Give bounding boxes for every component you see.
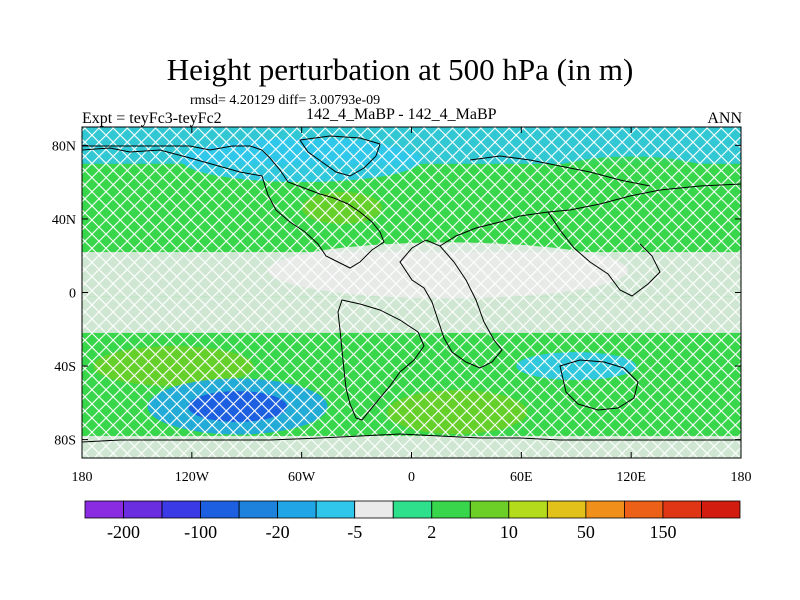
colorbar-label: -100 (184, 522, 217, 542)
lat-label: 80S (54, 434, 76, 449)
coastline-antarctica (82, 433, 741, 443)
latitude-axis: 80N 40N 0 40S 80S (52, 139, 741, 449)
colorbar-swatch (469, 500, 510, 519)
colorbar-swatch (354, 500, 394, 519)
lon-label: 180 (731, 470, 752, 485)
lon-label: 120W (175, 470, 210, 485)
lat-label: 40S (54, 360, 76, 375)
lat-label: 80N (52, 139, 76, 154)
coastline-eurasia-africa (399, 155, 741, 369)
case-label: 142_4_MaBP - 142_4_MaBP (306, 106, 497, 123)
rmsd-value: 4.20129 (229, 93, 275, 108)
colorbar-label: 10 (500, 522, 518, 542)
diff-value: 3.00793e-09 (309, 93, 381, 108)
lon-label: 60W (288, 470, 316, 485)
colorbar-swatch (585, 500, 625, 519)
colorbar-label: -200 (107, 522, 140, 542)
lat-label: 40N (52, 213, 76, 228)
contour-field (82, 127, 741, 458)
colorbar-label: -20 (266, 522, 290, 542)
colorbar: -200 -100 -20 -5 2 10 50 150 (84, 500, 741, 542)
colorbar-label: 2 (427, 522, 436, 542)
longitude-axis: 180 120W 60W 0 60E 120E 180 (72, 127, 752, 485)
lon-label: 0 (408, 470, 415, 485)
stats-line: rmsd= 4.20129 diff= 3.00793e-09 (190, 93, 380, 109)
colorbar-swatch (392, 500, 433, 519)
colorbar-swatch (161, 500, 201, 519)
colorbar-label: 50 (577, 522, 595, 542)
colorbar-swatch (662, 500, 702, 519)
coastline-south-america (337, 299, 425, 421)
colorbar-swatch (508, 500, 548, 519)
colorbar-swatch (200, 500, 240, 519)
lon-label: 60E (510, 470, 533, 485)
plot-title: Height perturbation at 500 hPa (in m) (166, 52, 634, 87)
colorbar-label: -5 (347, 522, 362, 542)
season-label: ANN (707, 110, 742, 127)
lon-label: 120E (616, 470, 646, 485)
rmsd-label: rmsd= (190, 93, 226, 108)
colorbar-swatch (123, 500, 163, 519)
lon-label: 180 (72, 470, 93, 485)
lat-label: 0 (69, 287, 76, 302)
coastline-greenland (299, 135, 381, 177)
colorbar-swatch (238, 500, 279, 519)
colorbar-swatch (624, 500, 664, 519)
colorbar-swatch (701, 500, 741, 519)
experiment-label: Expt = teyFc3-teyFc2 (82, 110, 222, 127)
diff-label: diff= (278, 93, 307, 108)
hatch-overlay (82, 127, 741, 458)
colorbar-label: 150 (649, 522, 676, 542)
coastline-australia (559, 359, 639, 411)
colorbar-swatch (431, 500, 471, 519)
colorbar-swatch (315, 500, 356, 519)
colorbar-swatch (277, 500, 317, 519)
coastline-north-america (82, 145, 385, 269)
colorbar-swatch (546, 500, 587, 519)
colorbar-swatch (84, 500, 124, 519)
coastlines (82, 135, 741, 443)
